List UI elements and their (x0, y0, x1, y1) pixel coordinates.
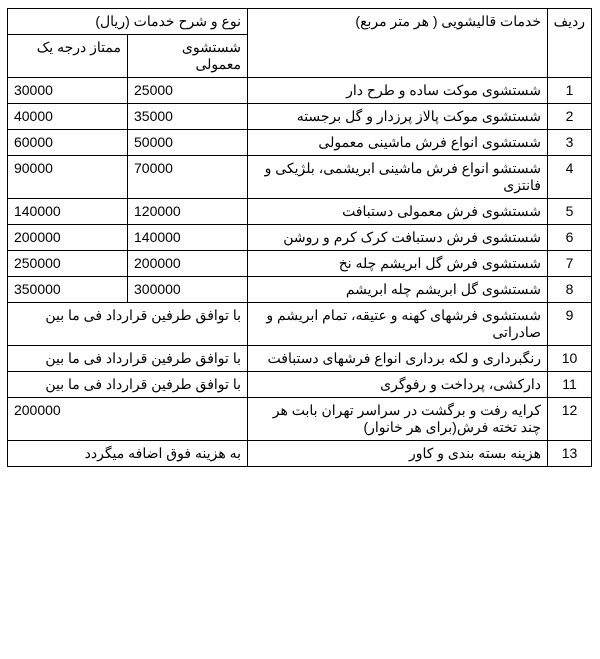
header-row-number: ردیف (548, 9, 592, 78)
table-row: 12کرایه رفت و برگشت در سراسر تهران بابت … (7, 398, 591, 441)
table-row: 13هزینه بسته بندی و کاوربه هزینه فوق اضا… (7, 441, 591, 467)
row-number: 4 (548, 156, 592, 199)
premium-price: 30000 (7, 78, 127, 104)
row-number: 9 (548, 303, 592, 346)
row-number: 13 (548, 441, 592, 467)
service-description: رنگبرداری و لکه برداری انواع فرشهای دستب… (248, 346, 548, 372)
header-row-1: ردیف خدمات قالیشویی ( هر متر مربع) نوع و… (7, 9, 591, 35)
normal-price: 70000 (128, 156, 248, 199)
normal-price: 25000 (128, 78, 248, 104)
premium-price: 40000 (7, 104, 127, 130)
service-description: شستشو انواع فرش ماشینی ابریشمی، بلژیکی و… (248, 156, 548, 199)
table-row: 2شستشوی موکت پالاز پرزدار و گل برجسته350… (7, 104, 591, 130)
merged-price: با توافق طرفین قرارداد فی ما بین (7, 346, 247, 372)
premium-price: 90000 (7, 156, 127, 199)
service-description: شستشوی انواع فرش ماشینی معمولی (248, 130, 548, 156)
service-description: شستشوی گل ابریشم چله ابریشم (248, 277, 548, 303)
row-number: 5 (548, 199, 592, 225)
header-price-group: نوع و شرح خدمات (ریال) (7, 9, 247, 35)
service-description: شستشوی موکت پالاز پرزدار و گل برجسته (248, 104, 548, 130)
row-number: 12 (548, 398, 592, 441)
header-service: خدمات قالیشویی ( هر متر مربع) (248, 9, 548, 78)
premium-price: 200000 (7, 225, 127, 251)
normal-price: 35000 (128, 104, 248, 130)
row-number: 10 (548, 346, 592, 372)
service-description: شستشوی فرشهای کهنه و عتیقه، تمام ابریشم … (248, 303, 548, 346)
merged-price: با توافق طرفین قرارداد فی ما بین (7, 372, 247, 398)
table-row: 11دارکشی، پرداخت و رفوگریبا توافق طرفین … (7, 372, 591, 398)
row-number: 11 (548, 372, 592, 398)
service-description: دارکشی، پرداخت و رفوگری (248, 372, 548, 398)
merged-price: به هزینه فوق اضافه میگردد (7, 441, 247, 467)
table-row: 4شستشو انواع فرش ماشینی ابریشمی، بلژیکی … (7, 156, 591, 199)
table-row: 8شستشوی گل ابریشم چله ابریشم300000350000 (7, 277, 591, 303)
header-normal: شستشوی معمولی (128, 35, 248, 78)
row-number: 1 (548, 78, 592, 104)
table-row: 3شستشوی انواع فرش ماشینی معمولی500006000… (7, 130, 591, 156)
normal-price: 120000 (128, 199, 248, 225)
service-description: شستشوی فرش گل ابریشم چله نخ (248, 251, 548, 277)
premium-price: 140000 (7, 199, 127, 225)
row-number: 7 (548, 251, 592, 277)
table-row: 9شستشوی فرشهای کهنه و عتیقه، تمام ابریشم… (7, 303, 591, 346)
premium-price: 250000 (7, 251, 127, 277)
row-number: 6 (548, 225, 592, 251)
table-row: 6شستشوی فرش دستبافت کرک کرم و روشن140000… (7, 225, 591, 251)
premium-price: 350000 (7, 277, 127, 303)
table-row: 5شستشوی فرش معمولی دستبافت120000140000 (7, 199, 591, 225)
table-row: 10رنگبرداری و لکه برداری انواع فرشهای دس… (7, 346, 591, 372)
row-number: 3 (548, 130, 592, 156)
header-premium: ممتاز درجه یک (7, 35, 127, 78)
merged-price: با توافق طرفین قرارداد فی ما بین (7, 303, 247, 346)
normal-price: 200000 (128, 251, 248, 277)
table-row: 7شستشوی فرش گل ابریشم چله نخ200000250000 (7, 251, 591, 277)
service-description: شستشوی موکت ساده و طرح دار (248, 78, 548, 104)
table-row: 1شستشوی موکت ساده و طرح دار2500030000 (7, 78, 591, 104)
row-number: 2 (548, 104, 592, 130)
service-description: کرایه رفت و برگشت در سراسر تهران بابت هر… (248, 398, 548, 441)
service-description: هزینه بسته بندی و کاور (248, 441, 548, 467)
normal-price: 300000 (128, 277, 248, 303)
normal-price: 140000 (128, 225, 248, 251)
service-description: شستشوی فرش معمولی دستبافت (248, 199, 548, 225)
normal-price: 50000 (128, 130, 248, 156)
premium-price: 60000 (7, 130, 127, 156)
service-description: شستشوی فرش دستبافت کرک کرم و روشن (248, 225, 548, 251)
table-body: 1شستشوی موکت ساده و طرح دار25000300002شس… (7, 78, 591, 467)
row-number: 8 (548, 277, 592, 303)
merged-price: 200000 (7, 398, 247, 441)
price-table: ردیف خدمات قالیشویی ( هر متر مربع) نوع و… (7, 8, 592, 467)
